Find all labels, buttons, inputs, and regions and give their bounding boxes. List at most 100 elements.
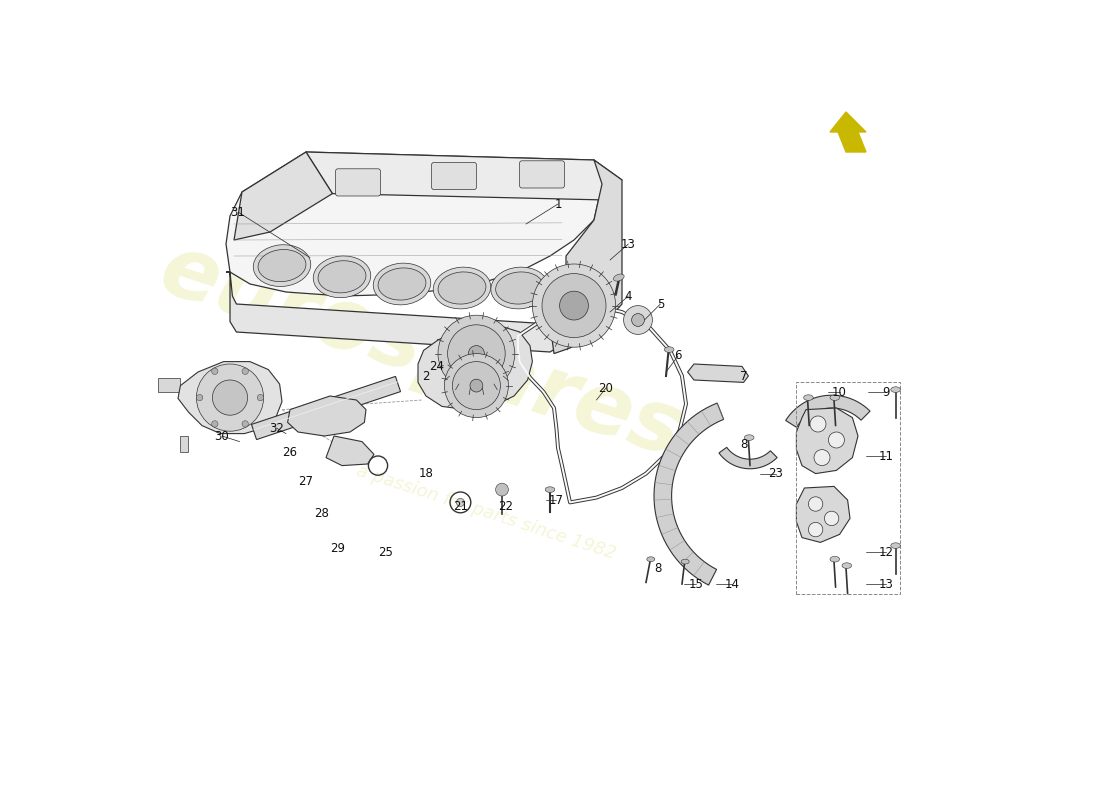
Text: 2: 2: [422, 370, 430, 382]
Polygon shape: [418, 324, 532, 410]
Circle shape: [197, 394, 202, 401]
Text: 31: 31: [231, 206, 245, 218]
Circle shape: [211, 421, 218, 427]
Ellipse shape: [804, 394, 813, 401]
Ellipse shape: [891, 386, 901, 392]
Circle shape: [242, 421, 249, 427]
Text: a passion for parts since 1982: a passion for parts since 1982: [354, 462, 618, 562]
Ellipse shape: [842, 563, 851, 568]
Text: 9: 9: [882, 386, 890, 398]
Circle shape: [456, 498, 464, 506]
Polygon shape: [180, 436, 188, 452]
Circle shape: [242, 368, 249, 374]
Circle shape: [470, 379, 483, 392]
Polygon shape: [654, 403, 724, 585]
Circle shape: [444, 354, 508, 418]
Ellipse shape: [438, 272, 486, 304]
Ellipse shape: [258, 250, 306, 282]
Text: 8: 8: [654, 562, 662, 574]
Polygon shape: [326, 436, 374, 466]
Text: 28: 28: [315, 507, 329, 520]
Circle shape: [452, 362, 500, 410]
Circle shape: [624, 306, 652, 334]
Text: 18: 18: [419, 467, 433, 480]
Ellipse shape: [681, 559, 690, 564]
Polygon shape: [287, 396, 366, 436]
Circle shape: [814, 450, 830, 466]
Text: eurospares: eurospares: [151, 229, 694, 475]
Circle shape: [808, 522, 823, 537]
Ellipse shape: [491, 267, 548, 309]
Ellipse shape: [318, 261, 366, 293]
Polygon shape: [796, 408, 858, 474]
Text: 20: 20: [598, 382, 614, 394]
Polygon shape: [566, 160, 621, 328]
Text: 27: 27: [298, 475, 314, 488]
Text: 1: 1: [554, 198, 562, 210]
Polygon shape: [550, 308, 594, 354]
Ellipse shape: [373, 263, 431, 305]
Polygon shape: [234, 152, 332, 240]
Ellipse shape: [496, 272, 543, 304]
Polygon shape: [796, 486, 850, 542]
Text: 10: 10: [833, 386, 847, 398]
Text: 15: 15: [689, 578, 704, 590]
Ellipse shape: [745, 434, 754, 440]
Ellipse shape: [546, 486, 554, 492]
Ellipse shape: [433, 267, 491, 309]
Circle shape: [631, 314, 645, 326]
Ellipse shape: [253, 245, 310, 286]
Text: 11: 11: [879, 450, 893, 462]
Text: 23: 23: [768, 467, 783, 480]
Polygon shape: [306, 152, 622, 200]
Text: 21: 21: [453, 500, 468, 513]
Text: 5: 5: [657, 298, 664, 310]
Bar: [796, 382, 901, 594]
Text: 29: 29: [330, 542, 345, 554]
Ellipse shape: [614, 274, 624, 281]
Circle shape: [211, 368, 218, 374]
Text: 24: 24: [429, 360, 444, 373]
Circle shape: [542, 274, 606, 338]
Circle shape: [448, 325, 505, 382]
Text: 12: 12: [879, 546, 893, 558]
Polygon shape: [830, 112, 866, 152]
Circle shape: [469, 346, 484, 362]
Polygon shape: [226, 152, 602, 296]
Text: 4: 4: [625, 290, 632, 302]
Text: 13: 13: [621, 238, 636, 250]
Ellipse shape: [378, 268, 426, 300]
Text: 30: 30: [214, 430, 230, 442]
FancyBboxPatch shape: [519, 161, 564, 188]
Text: 6: 6: [674, 350, 682, 362]
Text: 22: 22: [498, 500, 514, 513]
Text: 17: 17: [549, 494, 564, 506]
Ellipse shape: [891, 542, 901, 549]
Polygon shape: [158, 378, 180, 392]
Circle shape: [828, 432, 845, 448]
Polygon shape: [719, 447, 778, 469]
Ellipse shape: [647, 557, 654, 562]
Ellipse shape: [314, 256, 371, 298]
Text: 7: 7: [740, 370, 747, 382]
Circle shape: [824, 511, 839, 526]
Ellipse shape: [830, 557, 839, 562]
FancyBboxPatch shape: [431, 162, 476, 190]
Circle shape: [810, 416, 826, 432]
Ellipse shape: [830, 394, 839, 401]
Ellipse shape: [664, 346, 674, 352]
Text: 13: 13: [879, 578, 893, 590]
Circle shape: [532, 264, 616, 347]
Text: 32: 32: [270, 422, 284, 434]
Circle shape: [212, 380, 248, 415]
Circle shape: [808, 497, 823, 511]
Text: 26: 26: [283, 446, 297, 458]
Circle shape: [257, 394, 264, 401]
Circle shape: [560, 291, 588, 320]
Circle shape: [197, 364, 264, 431]
FancyBboxPatch shape: [336, 169, 381, 196]
Polygon shape: [785, 395, 870, 427]
Polygon shape: [252, 377, 400, 439]
Polygon shape: [178, 362, 282, 434]
Text: 8: 8: [740, 438, 747, 450]
